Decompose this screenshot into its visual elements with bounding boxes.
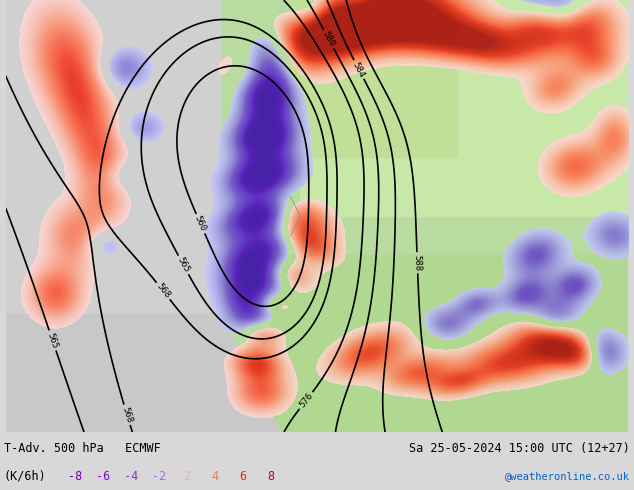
Text: 568: 568 (120, 406, 134, 424)
Text: 576: 576 (297, 392, 314, 410)
Text: @weatheronline.co.uk: @weatheronline.co.uk (505, 471, 630, 481)
Polygon shape (290, 0, 458, 157)
Text: 584: 584 (351, 60, 366, 79)
Text: 588: 588 (413, 255, 422, 271)
Text: 565: 565 (46, 331, 60, 349)
Text: -6: -6 (96, 469, 110, 483)
Text: -4: -4 (124, 469, 138, 483)
Text: -2: -2 (152, 469, 166, 483)
Text: T-Adv. 500 hPa   ECMWF: T-Adv. 500 hPa ECMWF (4, 442, 161, 455)
Text: 2: 2 (183, 469, 191, 483)
Text: 568: 568 (155, 282, 172, 300)
Polygon shape (222, 0, 628, 432)
Text: 580: 580 (321, 30, 337, 49)
Text: -8: -8 (68, 469, 82, 483)
Text: Sa 25-05-2024 15:00 UTC (12+27): Sa 25-05-2024 15:00 UTC (12+27) (409, 442, 630, 455)
Polygon shape (6, 314, 281, 432)
Polygon shape (6, 0, 222, 432)
Text: 8: 8 (268, 469, 275, 483)
Polygon shape (301, 0, 628, 216)
Text: 565: 565 (176, 256, 191, 274)
Text: 560: 560 (193, 215, 208, 233)
Text: (K/6h): (K/6h) (4, 469, 47, 483)
Text: 6: 6 (240, 469, 247, 483)
Polygon shape (271, 255, 628, 432)
Text: 4: 4 (211, 469, 219, 483)
